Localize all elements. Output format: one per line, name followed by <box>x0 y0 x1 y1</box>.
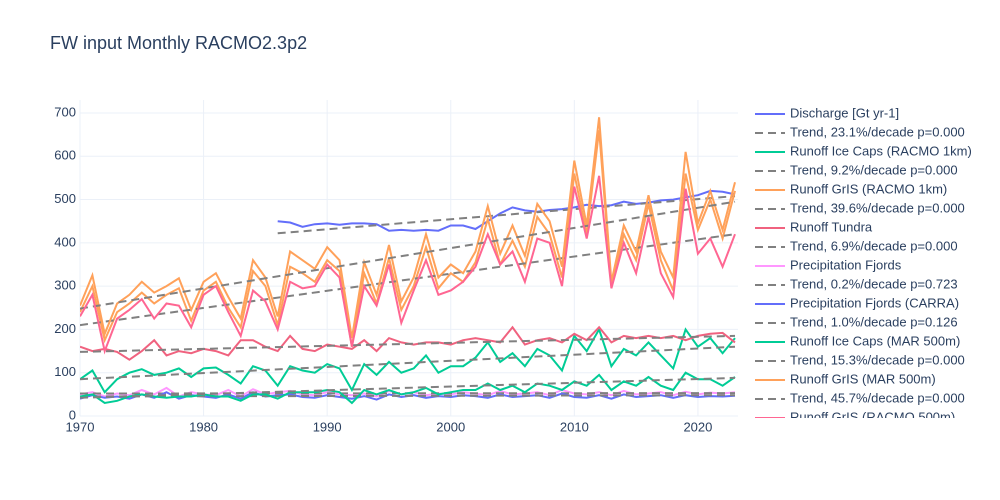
x-tick-label: 2010 <box>560 419 589 434</box>
y-tick-label: 100 <box>54 364 76 379</box>
trend-line <box>80 376 736 399</box>
legend-label: Runoff GrIS (RACMO 1km) <box>790 181 947 196</box>
trend-line <box>80 200 736 310</box>
series-line <box>80 326 736 394</box>
trend-line <box>80 345 736 381</box>
x-tick-label: 2000 <box>436 419 465 434</box>
legend-label: Trend, 15.3%/decade p=0.000 <box>790 352 965 367</box>
plot-area <box>80 117 736 405</box>
legend-label: Trend, 23.1%/decade p=0.000 <box>790 124 965 139</box>
series-line <box>80 130 736 347</box>
legend-label: Discharge [Gt yr-1] <box>790 105 899 120</box>
y-tick-label: 400 <box>54 234 76 249</box>
legend-label: Trend, 9.2%/decade p=0.000 <box>790 162 958 177</box>
legend-label: Runoff Ice Caps (RACMO 1km) <box>790 143 972 158</box>
legend-label: Trend, 6.9%/decade p=0.000 <box>790 238 958 253</box>
legend-label: Runoff GrIS (RACMO 500m) <box>790 409 955 424</box>
x-tick-label: 1980 <box>189 419 218 434</box>
series-line <box>80 117 736 339</box>
y-tick-label: 0 <box>69 407 76 422</box>
series-line <box>80 175 736 355</box>
series-line <box>277 189 736 232</box>
legend-label: Precipitation Fjords <box>790 257 902 272</box>
y-tick-label: 300 <box>54 278 76 293</box>
legend: Discharge [Gt yr-1] Trend, 23.1%/decade p… <box>755 105 972 424</box>
legend-label: Trend, 39.6%/decade p=0.000 <box>790 200 965 215</box>
legend-label: Runoff Ice Caps (MAR 500m) <box>790 333 960 348</box>
legend-label: Runoff GrIS (MAR 500m) <box>790 371 936 386</box>
legend-label: Trend, 45.7%/decade p=0.000 <box>790 390 965 405</box>
chart-title: FW input Monthly RACMO2.3p2 <box>50 33 307 53</box>
x-tick-label: 2020 <box>683 419 712 434</box>
grid: 0 100 200 300 400 500 600 700 1970 1980 1990 2000 20… <box>54 100 738 434</box>
legend-label: Runoff Tundra <box>790 219 873 234</box>
trend-line <box>277 195 736 235</box>
x-tick-label: 1990 <box>313 419 342 434</box>
y-tick-label: 500 <box>54 191 76 206</box>
y-tick-label: 600 <box>54 148 76 163</box>
y-tick-label: 700 <box>54 104 76 119</box>
legend-label: Trend, 0.2%/decade p=0.723 <box>790 276 958 291</box>
x-tick-label: 1970 <box>66 419 95 434</box>
trend-line <box>80 334 736 353</box>
legend-label: Precipitation Fjords (CARRA) <box>790 295 959 310</box>
y-tick-label: 200 <box>54 321 76 336</box>
legend-label: Trend, 1.0%/decade p=0.126 <box>790 314 958 329</box>
